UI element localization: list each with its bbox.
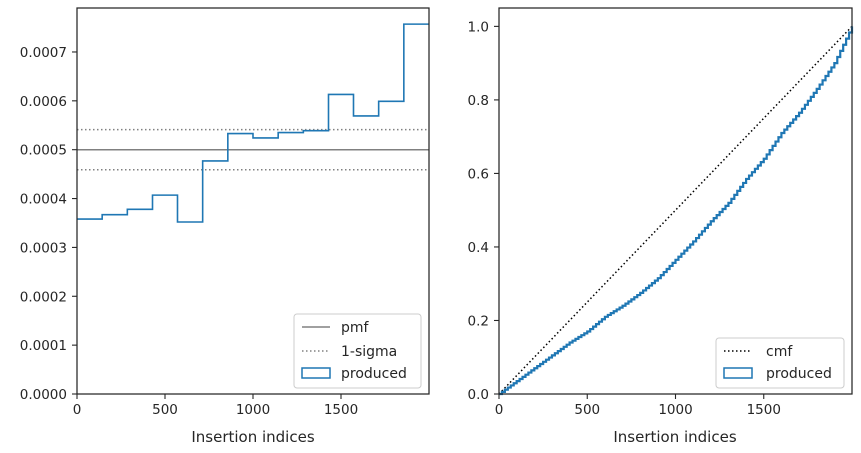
- cmf-legend-swatch-produced: [723, 367, 753, 379]
- pmf-y-tick-label: 0.0007: [20, 45, 67, 61]
- cmf-y-tick-label: 0.8: [468, 93, 489, 109]
- produced-cmf-line: [499, 26, 854, 396]
- pmf-legend-swatch-produced: [301, 367, 331, 379]
- pmf-y-tick-label: 0.0002: [20, 289, 67, 305]
- pmf-chart-marks: [77, 23, 429, 223]
- pmf-x-axis: 0 500 1000 1500: [73, 394, 358, 418]
- pmf-legend-box: [293, 313, 422, 389]
- cmf-x-tick-label: 1000: [658, 402, 692, 418]
- pmf-legend-label-produced: produced: [341, 366, 407, 382]
- cmf-legend-label-produced: produced: [766, 366, 832, 382]
- cmf-y-axis: 0.0 0.2 0.4 0.6 0.8 1.0: [468, 19, 499, 403]
- cmf-chart-marks: [498, 25, 854, 396]
- cmf-x-axis: 0 500 1000 1500: [495, 394, 781, 418]
- cmf-x-tick-label: 500: [574, 402, 600, 418]
- pmf-chart: 0 500 1000 1500 0.00000.00010.00020.00030.0…: [20, 7, 430, 446]
- pmf-legend-label-1-sigma: 1-sigma: [341, 344, 397, 360]
- pmf-x-axis-label: Insertion indices: [191, 428, 314, 446]
- pmf-y-tick-label: 0.0003: [20, 240, 67, 256]
- cmf-chart-frame: [498, 7, 853, 395]
- pmf-y-tick-label: 0.0001: [20, 338, 67, 354]
- pmf-y-tick-label: 0.0006: [20, 94, 67, 110]
- cmf-legend: cmf produced: [715, 337, 845, 389]
- pmf-x-tick-label: 500: [152, 402, 178, 418]
- cmf-legend-label-cmf: cmf: [766, 344, 793, 360]
- pmf-legend-label-pmf: pmf: [341, 320, 370, 336]
- cmf-y-tick-label: 0.0: [468, 387, 489, 403]
- cmf-y-tick-label: 0.4: [468, 240, 489, 256]
- pmf-x-tick-label: 0: [73, 402, 82, 418]
- produced-step-line: [77, 23, 429, 223]
- cmf-x-tick-label: 1500: [747, 402, 781, 418]
- pmf-y-tick-label: 0.0005: [20, 143, 67, 159]
- pmf-y-tick-label: 0.0000: [20, 387, 67, 403]
- pmf-y-tick-label: 0.0004: [20, 192, 67, 208]
- cmf-y-tick-label: 0.2: [468, 313, 489, 329]
- pmf-legend: pmf 1-sigma produced: [293, 313, 422, 389]
- pmf-x-tick-label: 1500: [324, 402, 358, 418]
- cmf-line: [498, 25, 853, 395]
- pmf-x-tick-label: 1000: [236, 402, 270, 418]
- cmf-y-tick-label: 0.6: [468, 166, 489, 182]
- cmf-x-axis-label: Insertion indices: [613, 428, 736, 446]
- cmf-chart: 0 500 1000 1500 0.0 0.2 0.4 0.6 0.8 1.0 Insertio…: [468, 7, 854, 446]
- cmf-y-tick-label: 1.0: [468, 19, 489, 35]
- pmf-y-axis: 0.0000 0.0001 0.0002 0.0003 0.0004 0.0005 0.00…: [20, 45, 77, 403]
- cmf-x-tick-label: 0: [495, 402, 504, 418]
